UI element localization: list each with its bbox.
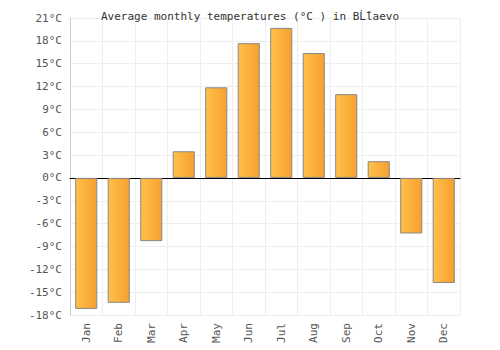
svg-text:May: May — [210, 323, 223, 343]
svg-text:Oct: Oct — [372, 323, 385, 343]
svg-text:3°C: 3°C — [42, 149, 62, 162]
svg-text:Jun: Jun — [242, 323, 255, 343]
svg-text:Feb: Feb — [112, 323, 125, 343]
svg-text:Aug: Aug — [307, 323, 320, 343]
svg-text:-9°C: -9°C — [36, 240, 63, 253]
svg-text:21°C: 21°C — [36, 12, 63, 25]
svg-text:Sep: Sep — [340, 323, 353, 343]
svg-text:12°C: 12°C — [36, 80, 63, 93]
svg-text:-12°C: -12°C — [29, 263, 62, 276]
svg-text:6°C: 6°C — [42, 126, 62, 139]
svg-text:15°C: 15°C — [36, 57, 63, 70]
svg-text:Jan: Jan — [80, 323, 93, 343]
svg-text:-15°C: -15°C — [29, 286, 62, 299]
svg-text:Nov: Nov — [405, 323, 418, 343]
svg-text:-6°C: -6°C — [36, 217, 63, 230]
svg-text:Dec: Dec — [437, 323, 450, 343]
svg-text:Jul: Jul — [275, 323, 288, 343]
svg-text:18°C: 18°C — [36, 34, 63, 47]
svg-text:Average monthly temperatures (: Average monthly temperatures (°C ) in BĹ… — [101, 10, 399, 23]
svg-text:Apr: Apr — [177, 323, 190, 343]
svg-text:9°C: 9°C — [42, 103, 62, 116]
svg-text:-3°C: -3°C — [36, 194, 63, 207]
svg-text:0°C: 0°C — [42, 171, 62, 184]
svg-text:-18°C: -18°C — [29, 309, 62, 322]
svg-text:Mar: Mar — [145, 323, 158, 343]
